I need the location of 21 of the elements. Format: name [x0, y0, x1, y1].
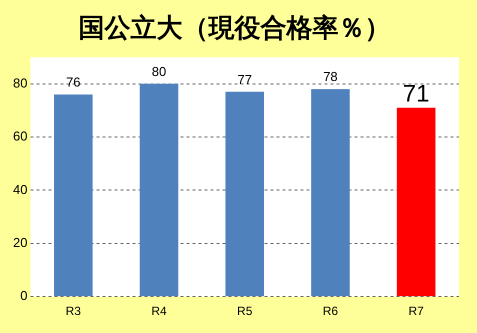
bar [54, 94, 93, 296]
x-tick-label: R6 [322, 304, 338, 318]
y-tick-label: 0 [20, 288, 28, 304]
x-tick-label: R7 [408, 304, 424, 318]
x-tick-label: R4 [151, 304, 168, 318]
bar [225, 92, 264, 296]
data-label: 76 [66, 74, 81, 90]
bar [140, 84, 178, 296]
x-tick-label: R5 [237, 304, 253, 318]
chart-title: 国公立大（現役合格率％） [78, 13, 390, 44]
x-tick-label: R3 [66, 304, 82, 318]
bar [396, 108, 436, 296]
bar [311, 89, 350, 296]
y-tick-label: 60 [12, 128, 28, 144]
y-tick-label: 40 [12, 182, 28, 197]
data-label: 71 [402, 80, 430, 108]
y-tick-label: 20 [12, 234, 28, 250]
data-label: 80 [152, 64, 166, 79]
data-label: 77 [237, 72, 252, 87]
data-label: 78 [323, 69, 338, 84]
y-tick-label: 80 [12, 75, 28, 90]
